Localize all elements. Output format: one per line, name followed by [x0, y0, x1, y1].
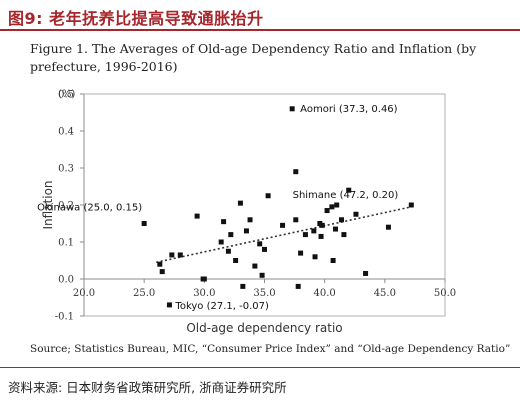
x-tick-label: 30.0	[193, 288, 215, 299]
y-axis-title: Inflation	[41, 180, 55, 229]
data-point	[318, 233, 324, 239]
x-axis-title: Old-age dependency ratio	[186, 321, 342, 335]
data-point	[302, 232, 308, 238]
data-label-shimane: Shimane (47.2, 0.20)	[293, 190, 399, 201]
x-tick-label: 25.0	[133, 288, 155, 299]
x-tick-label: 40.0	[314, 288, 336, 299]
data-point	[237, 200, 243, 206]
trend-line	[156, 206, 412, 264]
data-point	[157, 261, 163, 267]
data-point	[295, 283, 301, 289]
data-point	[332, 226, 338, 232]
data-point	[159, 269, 165, 275]
data-point	[341, 232, 347, 238]
data-point	[141, 221, 147, 226]
footer-divider	[0, 367, 520, 368]
x-tick-label: 35.0	[253, 288, 275, 299]
y-tick-label: 0.5	[58, 90, 74, 101]
header-divider	[0, 29, 520, 31]
data-point	[353, 211, 359, 217]
data-point	[252, 263, 258, 269]
y-tick-label: 0.4	[58, 127, 74, 138]
data-point	[324, 208, 330, 214]
data-point	[240, 283, 246, 289]
data-label-aomori: Aomori (37.3, 0.46)	[300, 104, 398, 115]
y-tick-label: 0.2	[58, 201, 74, 212]
source-note: Source; Statistics Bureau, MIC, “Consume…	[30, 343, 511, 355]
data-point	[228, 232, 234, 238]
data-point	[334, 202, 340, 208]
data-point	[257, 241, 263, 247]
data-point	[329, 204, 335, 210]
data-point	[201, 276, 207, 282]
y-tick-label: 0.3	[58, 164, 74, 175]
data-point	[166, 302, 172, 308]
data-point	[280, 222, 286, 228]
x-tick-label: 50.0	[434, 288, 456, 299]
data-point	[169, 252, 175, 258]
figure-number-title: 图9: 老年抚养比提高导致通胀抬升	[8, 9, 264, 28]
data-point	[221, 219, 227, 225]
data-point	[259, 272, 265, 278]
data-point	[218, 239, 224, 245]
data-point	[293, 169, 299, 175]
data-point	[408, 202, 414, 208]
data-point	[262, 246, 267, 252]
data-point	[265, 193, 271, 199]
data-point	[311, 228, 317, 234]
data-point	[346, 187, 352, 193]
data-point	[298, 250, 304, 256]
data-point	[293, 217, 299, 223]
y-tick-label: 0.0	[58, 275, 74, 286]
data-point	[177, 252, 183, 258]
chart-caption: Figure 1. The Averages of Old-age Depend…	[30, 41, 477, 74]
data-point	[247, 217, 253, 223]
y-tick-label: 0.1	[58, 238, 74, 249]
data-point	[289, 106, 295, 112]
data-label-tokyo: Tokyo (27.1, -0.07)	[174, 301, 269, 312]
data-point	[243, 228, 249, 234]
data-point	[385, 224, 391, 230]
y-tick-label: -0.1	[55, 312, 74, 323]
x-tick-label: 45.0	[374, 288, 396, 299]
data-point	[194, 213, 200, 219]
data-point	[233, 258, 239, 263]
figure-header: 图9: 老年抚养比提高导致通胀抬升	[0, 0, 520, 31]
data-point	[339, 217, 345, 223]
data-point	[363, 270, 369, 276]
data-label-okinawa: Okinawa (25.0, 0.15)	[37, 203, 142, 214]
data-point	[312, 254, 318, 260]
y-unit-label: (%)	[58, 89, 75, 100]
data-point	[319, 222, 325, 228]
data-point	[330, 258, 336, 263]
data-point	[225, 248, 231, 254]
x-tick-label: 20.0	[73, 288, 95, 299]
data-source-footer: 资料来源: 日本财务省政策研究所, 浙商证券研究所	[8, 380, 287, 395]
